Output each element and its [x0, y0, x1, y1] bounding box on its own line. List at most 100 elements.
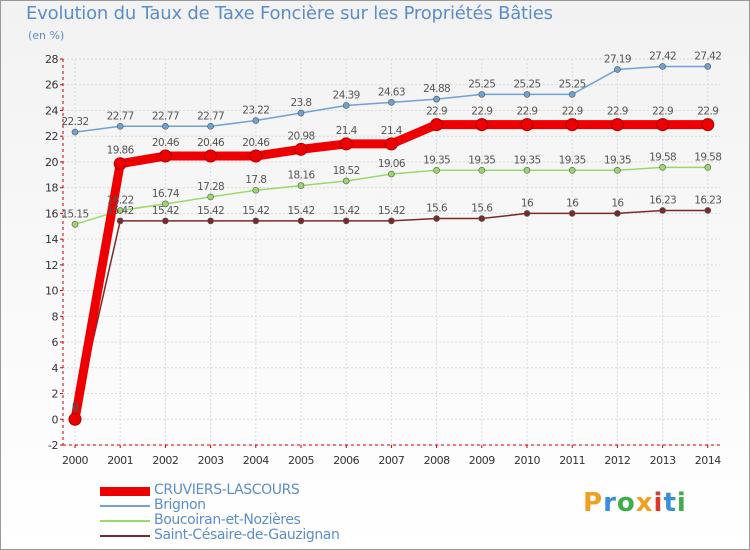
- data-label: 21.4: [336, 125, 358, 137]
- data-point: [656, 118, 670, 132]
- data-point: [614, 210, 621, 217]
- x-tick-label: 2013: [650, 454, 676, 467]
- data-label: 0: [72, 403, 78, 415]
- data-point: [433, 215, 440, 222]
- y-tick-label: 16: [45, 207, 58, 220]
- data-point: [116, 217, 124, 225]
- data-label: 25.25: [559, 78, 586, 90]
- data-point: [433, 95, 440, 103]
- data-label: 19.58: [694, 151, 721, 163]
- data-label: 27.42: [649, 50, 676, 62]
- x-tick-label: 2003: [198, 454, 224, 467]
- data-point: [388, 99, 395, 106]
- x-tick-label: 2007: [378, 454, 404, 467]
- data-point: [342, 102, 350, 109]
- legend-swatch: [100, 535, 150, 537]
- x-tick-label: 2011: [559, 454, 585, 467]
- data-label: 15.42: [152, 205, 179, 217]
- data-point: [339, 137, 353, 151]
- data-label: 17.28: [197, 181, 224, 193]
- data-point: [342, 177, 350, 185]
- data-point: [388, 170, 395, 178]
- series-1: [71, 63, 712, 136]
- data-point: [71, 221, 79, 228]
- data-label: 25.25: [513, 78, 540, 90]
- y-tick-label: -2: [48, 439, 58, 452]
- data-point: [207, 193, 214, 201]
- data-label: 22.77: [197, 110, 224, 122]
- y-tick-label: 26: [45, 79, 58, 92]
- y-tick-label: 12: [45, 259, 58, 272]
- data-label: 22.9: [517, 106, 538, 118]
- data-point: [659, 63, 666, 70]
- data-label: 24.88: [423, 83, 450, 95]
- data-point: [384, 137, 398, 151]
- data-point: [113, 157, 127, 171]
- y-tick-label: 28: [45, 53, 58, 66]
- x-tick-label: 2010: [514, 454, 540, 467]
- data-point: [252, 217, 260, 225]
- data-point: [252, 186, 260, 194]
- data-label: 15.6: [426, 203, 448, 215]
- data-label: 24.39: [333, 89, 360, 101]
- y-tick-label: 6: [52, 336, 59, 349]
- data-point: [475, 118, 489, 132]
- data-label: 18.16: [287, 170, 315, 182]
- data-label: 19.35: [423, 154, 450, 166]
- y-tick-label: 2: [52, 388, 59, 401]
- data-point: [704, 164, 712, 171]
- x-tick-label: 2005: [288, 454, 314, 467]
- data-label: 18.52: [333, 165, 360, 177]
- data-label: 15.42: [197, 205, 224, 217]
- data-point: [478, 91, 486, 98]
- x-tick-label: 2002: [152, 454, 178, 467]
- data-label: 19.35: [468, 154, 495, 166]
- data-point: [116, 122, 124, 130]
- data-label: 15.42: [333, 205, 360, 217]
- data-point: [704, 207, 712, 214]
- data-point: [701, 118, 715, 132]
- data-point: [523, 91, 531, 98]
- data-label: 17.8: [245, 174, 266, 186]
- data-label: 19.86: [107, 145, 135, 157]
- x-tick-label: 2000: [62, 454, 88, 467]
- series-2: [71, 164, 712, 228]
- data-label: 24.63: [378, 86, 405, 98]
- y-tick-label: 18: [45, 182, 58, 195]
- logo-letter: i: [676, 488, 687, 518]
- data-label: 22.9: [562, 106, 583, 118]
- y-tick-label: 8: [52, 310, 59, 323]
- data-point: [249, 149, 263, 163]
- data-point: [116, 207, 124, 214]
- chart-title: Evolution du Taux de Taxe Foncière sur l…: [26, 3, 553, 24]
- data-point: [614, 166, 621, 174]
- data-point: [568, 210, 576, 217]
- data-point: [297, 182, 305, 189]
- data-label: 16.23: [649, 194, 676, 206]
- data-label: 22.9: [652, 106, 673, 118]
- data-point: [565, 118, 579, 132]
- data-label: 19.35: [513, 154, 540, 166]
- data-label: 15.15: [61, 208, 88, 220]
- data-label: 27.42: [694, 50, 721, 62]
- data-label: 22.9: [471, 106, 492, 118]
- data-point: [388, 217, 395, 225]
- data-point: [610, 118, 624, 132]
- data-label: 15.42: [242, 205, 269, 217]
- x-tick-label: 2006: [333, 454, 359, 467]
- data-point: [520, 118, 534, 132]
- data-label: 16: [566, 197, 579, 209]
- data-label: 19.35: [559, 154, 586, 166]
- data-label: 19.58: [649, 151, 676, 163]
- data-label: 15.42: [107, 205, 134, 217]
- y-tick-label: 24: [45, 104, 58, 117]
- y-tick-label: 4: [52, 362, 59, 375]
- data-point: [342, 217, 350, 225]
- x-tick-label: 2001: [107, 454, 133, 467]
- proxiti-logo: Proxiti: [583, 488, 687, 518]
- logo-letter: i: [653, 488, 664, 518]
- data-label: 20.98: [287, 130, 314, 142]
- legend-swatch: [100, 505, 150, 507]
- data-point: [162, 217, 169, 225]
